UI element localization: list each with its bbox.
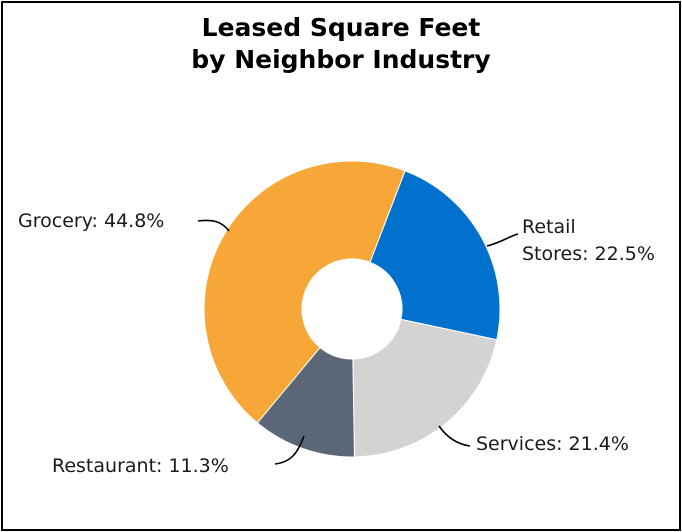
chart-title-line-1: Leased Square Feet [201,13,481,42]
slice-services [352,318,498,458]
slice-label-grocery: Grocery: 44.8% [18,210,164,232]
slice-retail-stores [369,170,501,341]
leader-lines [197,219,519,465]
leader-line-restaurant [274,435,305,465]
leader-line-services [438,425,471,447]
slice-label-retail-stores: Retail Stores: 22.5% [522,216,655,265]
leader-line-retail-stores [486,233,519,247]
leader-line-grocery [197,219,230,232]
slice-label-restaurant: Restaurant: 11.3% [52,455,229,477]
donut-slices [203,160,501,458]
slice-grocery [203,160,406,424]
slice-label-services: Services: 21.4% [476,433,629,455]
chart-title-line-2: by Neighbor Industry [191,45,491,74]
chart-title: Leased Square Feet by Neighbor Industry [0,12,682,76]
slice-labels: Retail Stores: 22.5% Services: 21.4% Restau… [18,210,655,477]
